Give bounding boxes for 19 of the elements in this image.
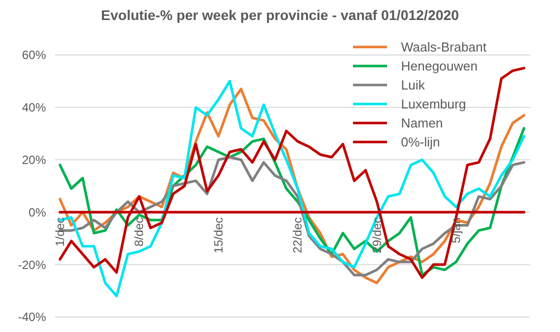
legend-label: Luxemburg (401, 96, 466, 112)
legend-label: 0%-lijn (401, 134, 440, 150)
chart-title: Evolutie-% per week per provincie - vanaf 01/012/2020 (101, 7, 460, 23)
legend-label: Namen (401, 116, 443, 131)
y-tick-label: -40% (18, 310, 46, 324)
legend-label: Waals-Brabant (401, 40, 487, 55)
x-tick-label: 15/dec (211, 217, 226, 254)
legend-label: Luik (401, 78, 426, 93)
x-tick-label: 22/dec (290, 217, 305, 254)
x-tick-label: 1/dec (53, 217, 67, 247)
legend-label: Henegouwen (401, 58, 478, 74)
y-tick-label: -20% (18, 258, 46, 272)
y-tick-label: 60% (22, 48, 46, 62)
y-tick-label: 20% (22, 153, 46, 167)
x-tick-label: 5/jan (449, 217, 464, 244)
y-tick-label: 0% (28, 205, 46, 220)
y-tick-label: 40% (22, 100, 46, 115)
x-tick-label: 8/dec (132, 217, 146, 247)
x-tick-label: 29/dec (370, 217, 384, 254)
